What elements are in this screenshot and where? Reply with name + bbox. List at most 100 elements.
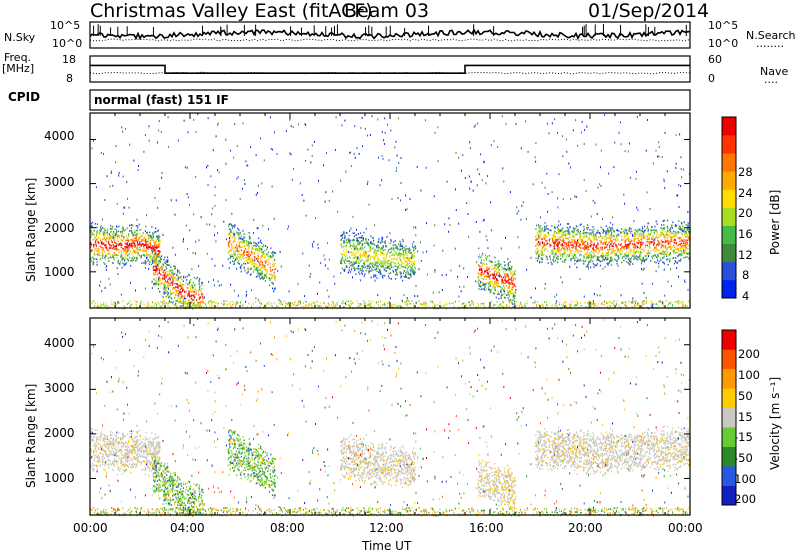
power-cell (408, 262, 410, 265)
power-cell (379, 242, 382, 244)
power-cell (508, 276, 510, 279)
power-cell (477, 264, 480, 266)
power-cell (673, 245, 675, 247)
power-cell (255, 263, 257, 266)
power-cell (551, 253, 553, 255)
power-cell (640, 230, 642, 233)
power-cell (668, 241, 670, 244)
power-cell (134, 237, 136, 239)
power-cell (372, 269, 374, 271)
power-cell (386, 259, 389, 262)
power-cell (602, 242, 604, 244)
power-cell (547, 250, 549, 252)
power-cell (394, 240, 396, 242)
power-cell (355, 244, 357, 247)
power-cell (241, 264, 243, 266)
power-cell (544, 249, 546, 252)
power-cell (598, 249, 600, 251)
power-cell (662, 304, 664, 307)
power-cell (119, 263, 121, 265)
power-cell (182, 305, 184, 307)
power-cell (107, 253, 109, 255)
power-cell (386, 253, 388, 256)
power-cell (177, 300, 179, 302)
power-cell (656, 249, 658, 251)
power-cell (227, 244, 229, 247)
power-cell (261, 270, 263, 273)
power-cell (140, 236, 142, 238)
power-cell (660, 253, 662, 256)
power-cell (386, 236, 388, 238)
power-cell (644, 248, 647, 251)
power-cell (374, 263, 376, 265)
cpid-label: CPID (8, 90, 41, 104)
power-cell (174, 297, 176, 299)
power-cell (149, 260, 151, 263)
power-cell (130, 243, 132, 246)
power-cell (498, 269, 500, 271)
power-cell (651, 255, 653, 258)
power-cell (234, 236, 236, 239)
power-cell (270, 247, 272, 249)
power-cell (680, 301, 682, 304)
power-cell (347, 257, 349, 259)
power-cell (258, 261, 260, 264)
power-cell (365, 269, 367, 272)
power-cell (167, 293, 169, 296)
power-cell (591, 243, 593, 246)
power-cell (358, 271, 360, 273)
power-cell (216, 302, 218, 304)
power-cell (102, 255, 104, 257)
power-cell (637, 250, 639, 253)
power-cell (501, 282, 503, 285)
power-cell (155, 241, 157, 243)
power-cell (264, 274, 266, 277)
power-cell (115, 247, 117, 249)
noise-right-tick-top: 10^5 (708, 19, 739, 32)
power-cell (344, 262, 346, 264)
power-cell (407, 264, 409, 266)
power-cell (630, 261, 632, 263)
power-cell (370, 250, 372, 252)
power-cell (160, 255, 163, 258)
power-cell (149, 257, 152, 259)
power-cell (612, 228, 614, 231)
power-cell (660, 231, 662, 234)
power-cell (576, 300, 578, 303)
power-cell (634, 229, 636, 231)
power-cell (92, 263, 94, 266)
power-cell (165, 262, 167, 265)
power-cell (340, 238, 343, 241)
power-cell (95, 236, 97, 238)
power-cell (595, 236, 597, 239)
power-cell (253, 269, 255, 271)
power-cell (255, 250, 257, 252)
power-cell (688, 232, 690, 234)
power-cell (361, 243, 363, 246)
power-cell (111, 228, 113, 230)
power-cell (155, 231, 157, 233)
power-cell (173, 292, 175, 294)
power-cell (118, 225, 120, 228)
power-cell (152, 237, 154, 240)
power-cell (536, 247, 538, 250)
power-cell (124, 249, 126, 252)
power-cell (259, 273, 261, 276)
power-cell (174, 276, 177, 279)
power-cell (130, 239, 132, 241)
power-cell (254, 262, 256, 265)
power-cell (130, 227, 132, 229)
power-cell (567, 229, 569, 232)
power-cell (352, 239, 354, 241)
power-cell (597, 241, 599, 244)
power-cell (581, 305, 582, 307)
power-cell (202, 295, 204, 298)
power-cell (266, 254, 268, 256)
power-cell (515, 291, 517, 294)
power-cell (552, 237, 554, 239)
power-cell (392, 244, 394, 247)
power-cell (238, 236, 240, 239)
power-cell (155, 247, 157, 249)
power-cell (411, 300, 413, 302)
power-cell (556, 238, 558, 241)
